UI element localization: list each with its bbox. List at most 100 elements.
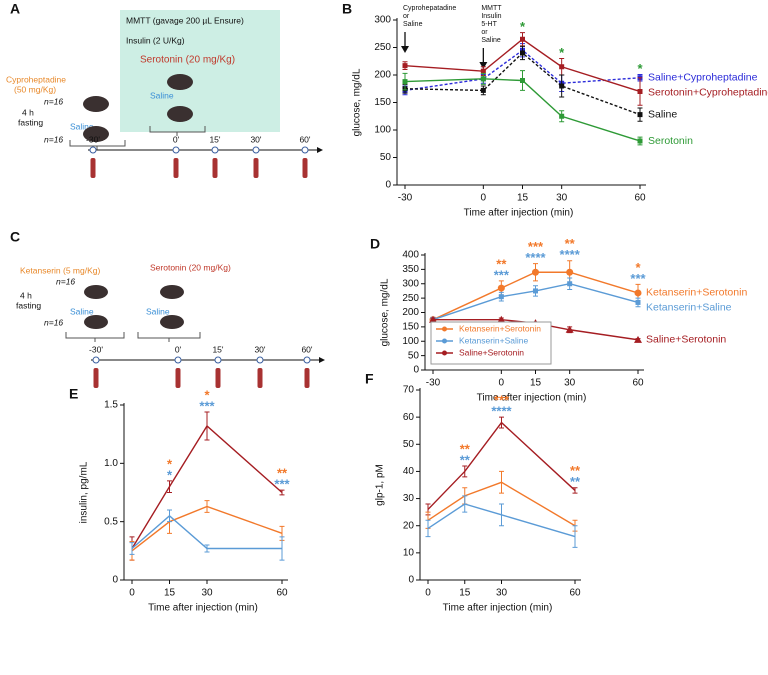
annotation: MMTT	[481, 5, 502, 12]
y-tick-label: 50	[408, 350, 420, 361]
error-bar	[425, 519, 431, 538]
significance: ***	[630, 271, 646, 286]
legend-swatch	[442, 326, 447, 332]
drug-label: Cyproheptadine	[6, 74, 66, 84]
time-point	[252, 146, 260, 154]
y-tick-label: 200	[402, 307, 419, 318]
annotation: 5-HT	[481, 21, 497, 28]
series-end-label: Saline+Cyproheptadine	[648, 72, 758, 84]
error-bar	[204, 544, 210, 553]
significance: *	[167, 456, 173, 471]
legend-swatch	[442, 338, 447, 344]
significance: ***	[528, 239, 544, 254]
y-tick-label: 20	[403, 520, 415, 531]
marker	[634, 335, 642, 343]
error-bar	[204, 500, 210, 513]
time-point	[214, 356, 222, 364]
error-bar	[167, 480, 172, 493]
panel-label: C	[10, 229, 20, 245]
marker	[566, 268, 574, 276]
significance: *	[559, 45, 565, 60]
y-axis-label: glucose, mg/dL	[380, 278, 391, 346]
marker	[402, 63, 408, 69]
series-end-label: Serotonin	[648, 135, 693, 147]
significance: *	[520, 19, 526, 34]
error-bar	[572, 525, 578, 548]
series-end-label: Ketanserin+Saline	[646, 302, 732, 314]
y-tick-label: 350	[402, 264, 419, 275]
fasting-label: 4 h	[20, 290, 32, 300]
marker	[480, 76, 486, 82]
blood-tube	[253, 158, 259, 178]
y-tick-label: 250	[374, 42, 391, 53]
significance: *	[637, 61, 643, 76]
time-label: 30'	[254, 344, 265, 354]
marker	[480, 87, 486, 93]
x-tick-label: 15	[164, 588, 176, 599]
annotation: Cyprohepatadine	[403, 5, 456, 12]
blood-tube	[90, 158, 96, 178]
y-tick-label: 0	[112, 575, 118, 586]
time-point	[89, 146, 97, 154]
y-tick-label: 0	[408, 575, 414, 586]
fasting-label: 4 h	[22, 107, 34, 117]
bracket	[69, 126, 206, 150]
treatment-label: Serotonin (20 mg/Kg)	[140, 55, 235, 66]
error-bar	[499, 416, 504, 429]
legend-swatch	[442, 350, 447, 356]
y-tick-label: 300	[402, 278, 419, 289]
y-tick-label: 40	[403, 466, 415, 477]
x-tick-label: 60	[569, 588, 581, 599]
marker	[480, 68, 486, 74]
treatment-label: Serotonin (20 mg/Kg)	[150, 262, 231, 272]
y-axis-label: glp-1, pM	[375, 464, 386, 506]
error-bar	[167, 509, 172, 523]
x-axis-label: Time after injection (min)	[443, 603, 553, 614]
time-label: -30'	[86, 134, 100, 144]
time-point	[211, 146, 219, 154]
marker	[520, 36, 525, 42]
error-bar	[462, 465, 468, 478]
significance: **	[277, 466, 288, 481]
error-bar	[279, 489, 285, 496]
y-tick-label: 400	[402, 250, 419, 261]
n-label: n=16	[56, 276, 75, 286]
time-point	[256, 356, 264, 364]
significance: ***	[199, 398, 215, 413]
mice	[84, 285, 184, 329]
n-label: n=16	[44, 96, 63, 106]
significance: *	[635, 260, 641, 275]
y-axis-label: insulin, pg/mL	[79, 461, 90, 523]
time-label: 0'	[173, 134, 180, 144]
insulin-label: Insulin (2 U/Kg)	[126, 35, 185, 45]
annotation: or	[481, 29, 488, 36]
panel-label: B	[342, 1, 352, 17]
annotation: Saline	[481, 37, 501, 44]
mice	[83, 74, 193, 142]
marker	[520, 78, 525, 83]
significance: **	[570, 474, 581, 489]
x-tick-label: 30	[201, 588, 213, 599]
x-tick-label: 30	[496, 588, 508, 599]
x-tick-label: 60	[632, 378, 644, 389]
time-label: 15'	[209, 134, 220, 144]
error-bar	[129, 542, 135, 555]
y-tick-label: 100	[402, 336, 419, 347]
marker	[637, 138, 643, 144]
blood-tube	[175, 368, 181, 388]
y-axis-label: glucose, mg/dL	[352, 68, 363, 136]
y-tick-label: 0	[385, 180, 391, 191]
blood-tube	[302, 158, 308, 178]
y-tick-label: 70	[403, 385, 415, 396]
blood-tube	[257, 368, 263, 388]
panel-label: A	[10, 1, 20, 17]
significance: ***	[494, 393, 510, 408]
significance: **	[496, 256, 507, 271]
x-tick-label: 0	[129, 588, 135, 599]
n-label: n=16	[44, 317, 63, 327]
marker	[637, 89, 643, 94]
significance: *	[204, 387, 210, 402]
series-end-label: Ketanserin+Serotonin	[646, 287, 747, 299]
x-tick-label: -30	[398, 193, 413, 204]
x-tick-label: 60	[634, 193, 646, 204]
